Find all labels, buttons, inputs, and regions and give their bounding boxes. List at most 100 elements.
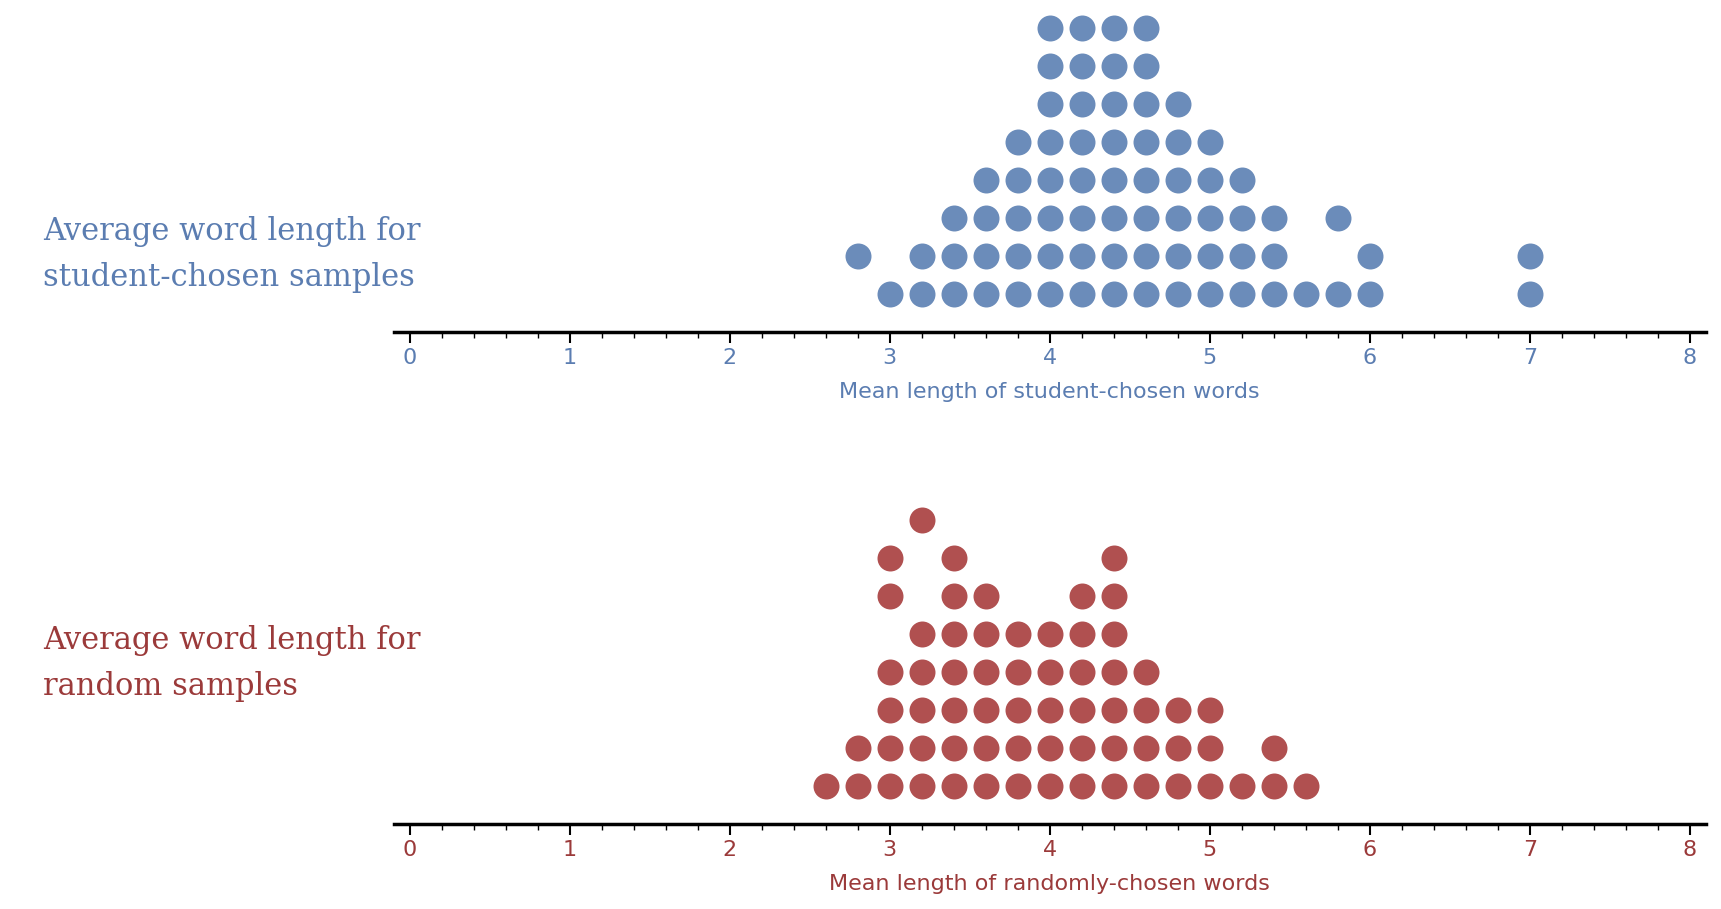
Point [972, 703, 1000, 717]
Point [1229, 779, 1256, 794]
Point [1196, 249, 1224, 264]
Point [1132, 173, 1160, 187]
Point [1100, 703, 1127, 717]
Point [1132, 779, 1160, 794]
Point [1069, 287, 1096, 302]
Point [1132, 741, 1160, 755]
Point [1036, 135, 1064, 150]
Point [1003, 779, 1031, 794]
Point [1069, 249, 1096, 264]
Point [909, 513, 936, 527]
Point [1292, 287, 1320, 302]
Point [1003, 135, 1031, 150]
Point [1163, 135, 1191, 150]
Point [1003, 741, 1031, 755]
Point [940, 287, 967, 302]
Point [1100, 664, 1127, 679]
Point [1069, 97, 1096, 112]
Point [940, 627, 967, 642]
Point [1036, 59, 1064, 74]
Point [1229, 211, 1256, 225]
Point [1036, 627, 1064, 642]
Point [1132, 287, 1160, 302]
Point [1036, 741, 1064, 755]
Point [1229, 173, 1256, 187]
Point [972, 741, 1000, 755]
Point [1069, 173, 1096, 187]
Point [972, 664, 1000, 679]
Point [1003, 627, 1031, 642]
X-axis label: Mean length of student-chosen words: Mean length of student-chosen words [840, 382, 1260, 402]
Point [909, 703, 936, 717]
Point [1132, 703, 1160, 717]
Point [1069, 779, 1096, 794]
Point [876, 703, 904, 717]
Point [1036, 703, 1064, 717]
Point [1163, 741, 1191, 755]
Point [1163, 703, 1191, 717]
Point [1036, 173, 1064, 187]
Point [940, 551, 967, 565]
Point [1356, 249, 1384, 264]
Point [972, 589, 1000, 604]
Point [1132, 664, 1160, 679]
Point [1163, 211, 1191, 225]
Point [909, 249, 936, 264]
Point [1132, 97, 1160, 112]
Point [1003, 664, 1031, 679]
Point [1003, 287, 1031, 302]
Point [1196, 703, 1224, 717]
X-axis label: Mean length of randomly-chosen words: Mean length of randomly-chosen words [830, 874, 1270, 894]
Point [843, 741, 871, 755]
Point [843, 249, 871, 264]
Point [1163, 97, 1191, 112]
Point [909, 664, 936, 679]
Point [940, 703, 967, 717]
Point [1163, 173, 1191, 187]
Point [1132, 59, 1160, 74]
Point [1260, 741, 1287, 755]
Text: Average word length for 
student-chosen samples: Average word length for student-chosen s… [43, 216, 430, 293]
Point [1100, 135, 1127, 150]
Point [1003, 703, 1031, 717]
Point [909, 741, 936, 755]
Point [1036, 211, 1064, 225]
Point [1260, 779, 1287, 794]
Point [1100, 741, 1127, 755]
Point [1163, 249, 1191, 264]
Point [972, 627, 1000, 642]
Point [812, 779, 840, 794]
Point [972, 173, 1000, 187]
Point [876, 664, 904, 679]
Point [909, 287, 936, 302]
Point [1069, 135, 1096, 150]
Point [1003, 249, 1031, 264]
Point [1069, 741, 1096, 755]
Point [1069, 211, 1096, 225]
Point [940, 741, 967, 755]
Point [1100, 59, 1127, 74]
Point [1132, 135, 1160, 150]
Point [940, 249, 967, 264]
Point [876, 741, 904, 755]
Point [1100, 779, 1127, 794]
Point [940, 779, 967, 794]
Point [876, 589, 904, 604]
Point [1100, 551, 1127, 565]
Point [1036, 97, 1064, 112]
Point [876, 551, 904, 565]
Point [1132, 21, 1160, 35]
Point [1196, 779, 1224, 794]
Point [1036, 249, 1064, 264]
Point [1356, 287, 1384, 302]
Point [1069, 627, 1096, 642]
Point [1100, 97, 1127, 112]
Point [1036, 21, 1064, 35]
Point [1196, 287, 1224, 302]
Point [972, 211, 1000, 225]
Point [1163, 287, 1191, 302]
Point [1069, 664, 1096, 679]
Point [1100, 211, 1127, 225]
Point [1229, 287, 1256, 302]
Point [1323, 287, 1351, 302]
